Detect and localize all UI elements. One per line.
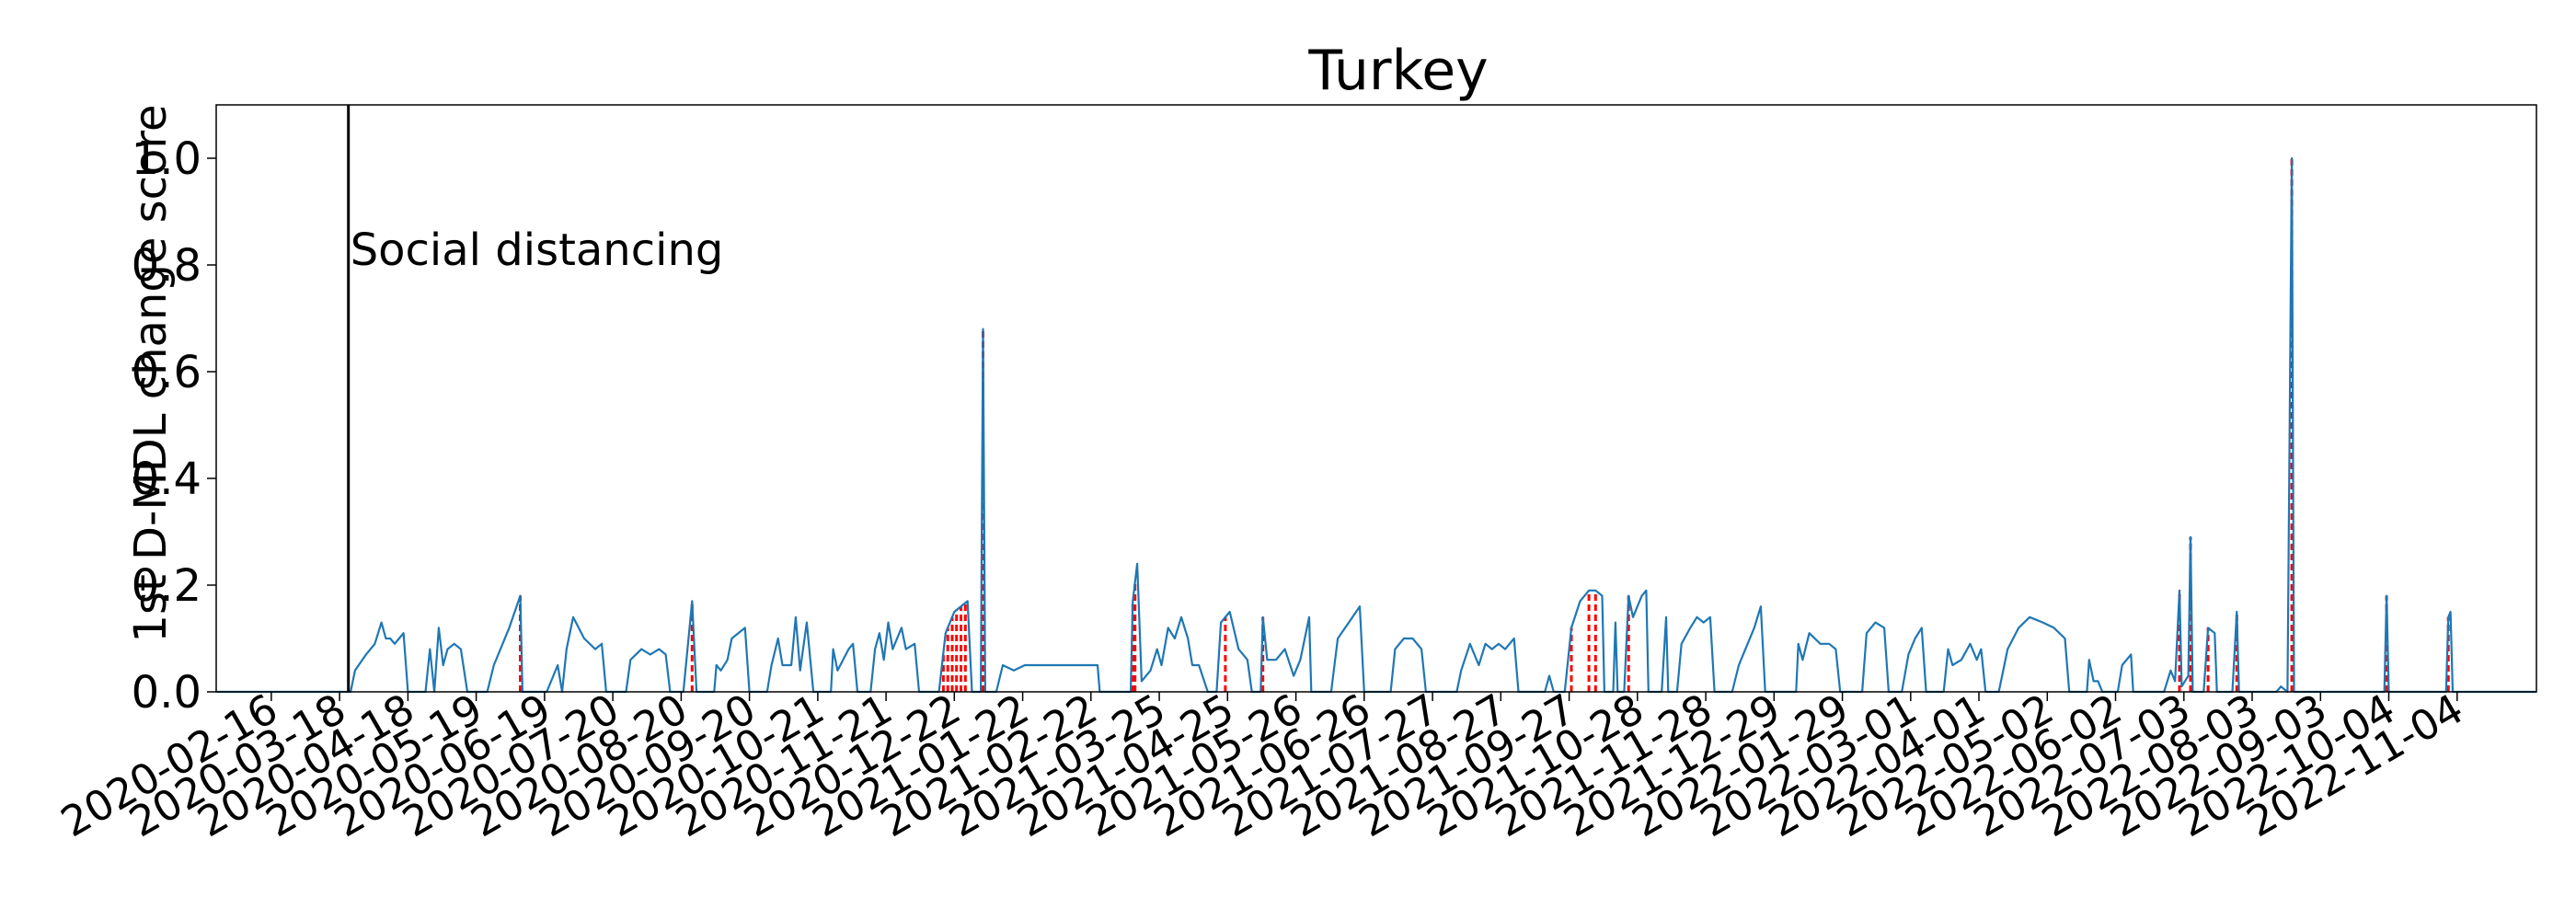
- y-tick-label: 0.0: [132, 667, 201, 719]
- x-axis: 2020-02-162020-03-182020-04-182020-05-19…: [52, 684, 2471, 847]
- y-axis-label: 1st D-MDL change score: [125, 104, 177, 642]
- event-label: Social distancing: [351, 224, 724, 276]
- y-axis: 0.0 0.2 0.4 0.6 0.8 1.0: [132, 133, 216, 719]
- y-tick-label: 0.4: [132, 454, 201, 505]
- plot-area: Social distancing: [216, 105, 2536, 694]
- y-tick-label: 1.0: [132, 133, 201, 185]
- chart-title: Turkey: [1307, 39, 1488, 103]
- plot-frame: [215, 104, 2537, 693]
- y-tick-label: 0.6: [132, 347, 201, 398]
- y-tick-label: 0.8: [132, 240, 201, 292]
- y-tick-label: 0.2: [132, 560, 201, 612]
